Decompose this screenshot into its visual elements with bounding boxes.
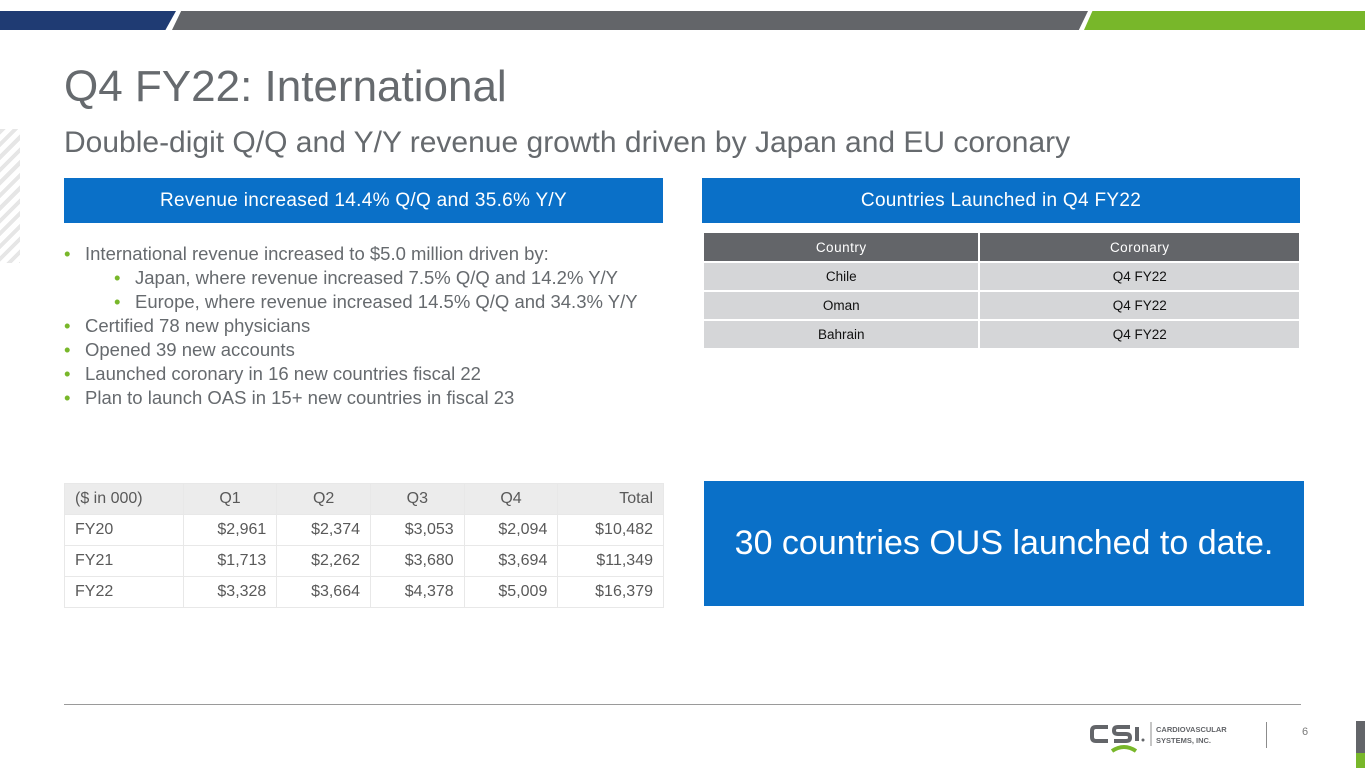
bullet-item: International revenue increased to $5.0 …: [64, 242, 664, 266]
table-cell: $5,009: [463, 576, 559, 608]
table-cell: Q4 FY22: [978, 261, 1301, 292]
header-q3: Q3: [370, 483, 465, 515]
countries-callout: 30 countries OUS launched to date.: [704, 481, 1304, 606]
bullet-item: Plan to launch OAS in 15+ new countries …: [64, 386, 664, 410]
bullet-item: Opened 39 new accounts: [64, 338, 664, 362]
row-label: FY22: [64, 576, 184, 608]
table-row: FY22 $3,328 $3,664 $4,378 $5,009 $16,379: [64, 576, 664, 608]
header-coronary: Coronary: [978, 231, 1301, 263]
table-cell: $3,694: [463, 545, 559, 577]
table-cell: $3,053: [370, 514, 465, 546]
revenue-banner: Revenue increased 14.4% Q/Q and 35.6% Y/…: [64, 178, 663, 223]
table-cell: $2,094: [463, 514, 559, 546]
header-q2: Q2: [276, 483, 371, 515]
table-row: FY20 $2,961 $2,374 $3,053 $2,094 $10,482: [64, 514, 664, 546]
header-country: Country: [701, 231, 981, 263]
top-bar-navy: [0, 11, 176, 30]
table-cell: Bahrain: [701, 319, 981, 350]
sub-bullet-item: Europe, where revenue increased 14.5% Q/…: [64, 290, 665, 314]
bullet-list: International revenue increased to $5.0 …: [64, 242, 664, 410]
table-cell: $16,379: [557, 576, 664, 608]
decorative-hatch: [0, 129, 20, 263]
table-header-row: ($ in 000) Q1 Q2 Q3 Q4 Total: [64, 483, 664, 515]
row-label: FY21: [64, 545, 184, 577]
page-number: 6: [1302, 726, 1309, 738]
corner-accent-green: [1356, 753, 1365, 768]
header-q1: Q1: [182, 483, 278, 515]
table-row: Bahrain Q4 FY22: [701, 319, 1301, 350]
header-total: Total: [557, 483, 664, 515]
slide-subtitle: Double-digit Q/Q and Y/Y revenue growth …: [64, 126, 1071, 159]
table-cell: $11,349: [557, 545, 664, 577]
table-cell: $2,262: [276, 545, 371, 577]
table-cell: Q4 FY22: [978, 290, 1301, 321]
table-row: Oman Q4 FY22: [701, 290, 1301, 321]
csi-logo-mark: [1090, 725, 1145, 753]
logo-line1: CARDIOVASCULAR: [1156, 725, 1227, 734]
countries-banner: Countries Launched in Q4 FY22: [702, 178, 1300, 223]
row-label: FY20: [64, 514, 184, 546]
table-cell: $1,713: [182, 545, 278, 577]
footer-divider: [64, 704, 1301, 705]
bullet-item: Certified 78 new physicians: [64, 314, 664, 338]
corner-accent-gray: [1356, 721, 1365, 753]
bullet-item: Launched coronary in 16 new countries fi…: [64, 362, 664, 386]
top-bar-gray: [172, 11, 1088, 30]
table-cell: $2,374: [276, 514, 371, 546]
csi-logo: CARDIOVASCULAR SYSTEMS, INC.: [1090, 722, 1227, 753]
logo-line2: SYSTEMS, INC.: [1156, 736, 1211, 745]
table-cell: $3,664: [276, 576, 371, 608]
table-row: Chile Q4 FY22: [701, 261, 1301, 292]
countries-launched-table: Country Coronary Chile Q4 FY22 Oman Q4 F…: [701, 231, 1301, 350]
sub-bullet-item: Japan, where revenue increased 7.5% Q/Q …: [64, 266, 664, 290]
table-cell: Oman: [701, 290, 981, 321]
top-bar-green: [1084, 11, 1365, 30]
header-q4: Q4: [463, 483, 559, 515]
table-row: FY21 $1,713 $2,262 $3,680 $3,694 $11,349: [64, 545, 664, 577]
table-cell: $3,328: [182, 576, 278, 608]
header-units: ($ in 000): [64, 483, 184, 515]
table-cell: $10,482: [557, 514, 664, 546]
table-cell: $2,961: [182, 514, 278, 546]
revenue-table: ($ in 000) Q1 Q2 Q3 Q4 Total FY20 $2,961…: [64, 483, 664, 608]
slide-title: Q4 FY22: International: [64, 62, 507, 111]
table-cell: $4,378: [370, 576, 465, 608]
logo-divider: [1266, 722, 1267, 748]
table-cell: Chile: [701, 261, 981, 292]
table-cell: Q4 FY22: [978, 319, 1301, 350]
table-cell: $3,680: [370, 545, 465, 577]
table-header-row: Country Coronary: [701, 231, 1301, 263]
